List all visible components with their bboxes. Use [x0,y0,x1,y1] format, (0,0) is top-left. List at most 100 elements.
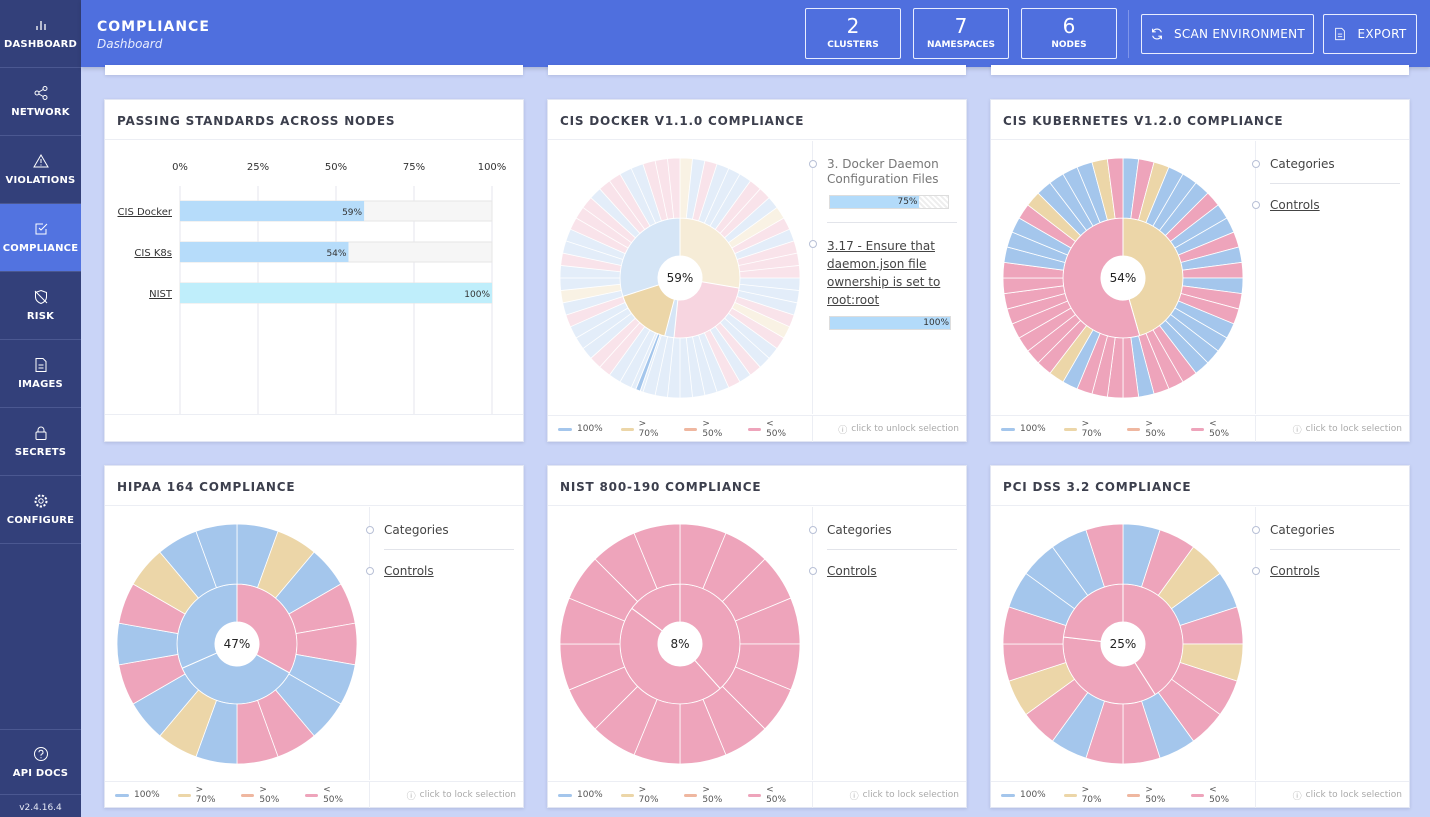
control-segment [738,283,800,304]
nav-label: CONFIGURE [6,515,75,526]
center-percentage: 54% [1104,259,1142,297]
lock-selection-toggle[interactable]: ⓘ click to unlock selection [812,415,966,442]
lock-selection-toggle[interactable]: ⓘ click to lock selection [369,781,523,808]
images-icon [35,358,46,372]
k8s-sunburst-chart[interactable] [1003,158,1243,398]
category-progress: 75% [829,195,949,209]
sidebar: DASHBOARD NETWORK VIOLATIONS COMPLIANCE … [0,0,81,817]
divider [384,549,514,550]
nav-item-violations[interactable]: VIOLATIONS [0,136,81,204]
nav-item-secrets[interactable]: SECRETS [0,408,81,476]
selection-panel: Categories Controls [1252,507,1409,780]
control-progress: 100% [829,316,951,330]
legend-50: > 50% [241,785,287,805]
tree-node-dot [809,160,817,168]
nodes-stat[interactable]: 6 NODES [1021,8,1117,59]
legend-0: < 50% [305,785,351,805]
nav-item-risk[interactable]: RISK [0,272,81,340]
docker-sunburst-chart[interactable] [560,158,800,398]
page-subtitle: Dashboard [97,37,163,51]
nist-card: NIST 800-190 COMPLIANCE 8% Categories Co… [547,465,967,808]
selection-panel: Categories Controls [809,507,966,780]
tree-node-dot [809,240,817,248]
category-progress-label: 75% [897,197,918,207]
page-title: COMPLIANCE [97,19,210,35]
control-segment [714,180,761,234]
x-tick-label: 0% [172,162,188,173]
card-edge [105,65,523,75]
control-segment [698,163,730,224]
nav-item-configure[interactable]: CONFIGURE [0,476,81,544]
control-segment [1085,524,1124,588]
control-segment [698,332,730,393]
api-docs-label: API DOCS [12,767,69,779]
control-segment [679,158,693,219]
categories-link[interactable]: Categories [1270,157,1335,171]
selected-category-segment [622,284,675,337]
legend: 100% > 70% > 50% < 50% [548,415,812,442]
control-segment [703,167,741,227]
bar-value-label: 59% [342,208,362,218]
pci-dss-card: PCI DSS 3.2 COMPLIANCE 25% Categories Co… [990,465,1410,808]
secrets-icon [35,426,46,440]
passing-standards-card: PASSING STANDARDS ACROSS NODES 0% 25% 50% 7… [104,99,524,442]
dashboard-icon [35,21,46,30]
nav-item-dashboard[interactable]: DASHBOARD [0,0,81,68]
scan-environment-button[interactable]: SCAN ENVIRONMENT [1141,14,1314,54]
category-segment [679,217,741,289]
bar [180,201,365,221]
lock-selection-toggle[interactable]: ⓘ click to lock selection [1255,415,1409,442]
tree-node-dot [809,526,817,534]
categories-link[interactable]: Categories [1270,523,1335,537]
controls-link[interactable]: Controls [384,564,434,578]
controls-link[interactable]: Controls [827,564,877,578]
nav-item-network[interactable]: NETWORK [0,68,81,136]
control-segment [692,160,718,222]
risk-icon [34,289,47,305]
nav-item-compliance[interactable]: COMPLIANCE [0,204,81,272]
clusters-stat[interactable]: 2 CLUSTERS [805,8,901,59]
selected-control[interactable]: 3.17 - Ensure that daemon.json file owne… [827,239,941,307]
api-docs-link[interactable]: API DOCS [0,729,81,795]
legend-50: > 50% [1127,785,1173,805]
nav-item-images[interactable]: IMAGES [0,340,81,408]
control-segment [709,325,752,383]
legend-70: > 70% [1063,785,1110,805]
tree-node-dot [366,567,374,575]
legend-50: > 50% [684,785,730,805]
control-segment [734,597,800,645]
nav-label: IMAGES [18,379,63,390]
lock-selection-toggle[interactable]: ⓘ click to lock selection [1255,781,1409,808]
export-button[interactable]: EXPORT [1323,14,1417,54]
lock-selection-toggle[interactable]: ⓘ click to lock selection [812,781,966,808]
control-segment [560,277,621,291]
selection-panel: Categories Controls [1252,141,1409,414]
clusters-count: 2 [846,14,860,38]
controls-link[interactable]: Controls [1270,564,1320,578]
control-segment [679,337,693,398]
control-segment [608,173,651,231]
controls-link[interactable]: Controls [1270,198,1320,212]
nav-label: RISK [26,311,55,322]
divider [1270,549,1400,550]
legend-50: > 50% [1127,419,1173,439]
legend-70: > 70% [1063,419,1110,439]
nist-sunburst-chart[interactable] [560,524,800,764]
namespaces-stat[interactable]: 7 NAMESPACES [913,8,1009,59]
legend-70: > 70% [620,419,667,439]
hipaa-sunburst-chart[interactable] [117,524,357,764]
categories-link[interactable]: Categories [384,523,449,537]
control-segment [731,301,791,339]
pci-sunburst-chart[interactable] [1003,524,1243,764]
card-edge [548,65,966,75]
legend-50: > 50% [684,419,730,439]
center-percentage: 8% [661,625,699,663]
version-label: v2.4.16.4 [19,803,62,813]
card-title: CIS DOCKER V1.1.0 COMPLIANCE [548,100,966,140]
selected-category[interactable]: 3. Docker Daemon Configuration Files [827,157,939,186]
categories-link[interactable]: Categories [827,523,892,537]
x-tick-label: 25% [247,162,269,173]
control-segment [195,524,238,589]
card-footer [105,414,523,441]
bar [180,242,349,262]
